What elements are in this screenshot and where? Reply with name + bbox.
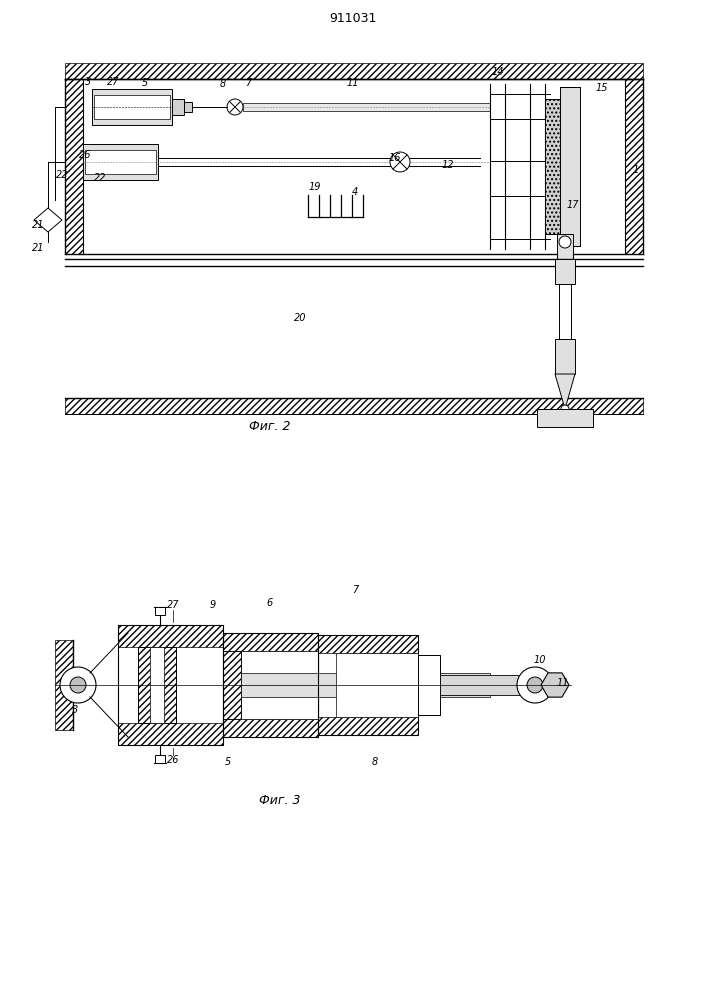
Text: 11: 11 bbox=[556, 678, 569, 688]
Circle shape bbox=[559, 236, 571, 248]
Bar bbox=[55, 640, 73, 730]
Text: 3: 3 bbox=[72, 705, 78, 715]
Bar bbox=[625, 79, 643, 254]
Text: Фиг. 2: Фиг. 2 bbox=[250, 420, 291, 432]
Bar bbox=[555, 339, 575, 374]
Bar bbox=[418, 655, 440, 715]
Bar bbox=[223, 719, 318, 737]
Bar bbox=[118, 625, 223, 745]
Circle shape bbox=[390, 152, 410, 172]
Text: 10: 10 bbox=[534, 655, 547, 665]
Text: 7: 7 bbox=[352, 585, 358, 595]
Text: 22: 22 bbox=[94, 173, 106, 183]
Text: 3: 3 bbox=[85, 77, 91, 87]
Bar bbox=[172, 99, 184, 115]
Bar bbox=[318, 717, 418, 735]
Circle shape bbox=[517, 667, 553, 703]
Bar bbox=[155, 755, 165, 763]
Circle shape bbox=[561, 405, 569, 413]
Text: 6: 6 bbox=[267, 598, 273, 608]
Circle shape bbox=[70, 677, 86, 693]
Bar bbox=[336, 653, 418, 717]
Text: 26: 26 bbox=[167, 755, 180, 765]
Bar bbox=[65, 63, 643, 79]
Polygon shape bbox=[541, 673, 569, 697]
Bar bbox=[223, 633, 318, 737]
Text: 27: 27 bbox=[167, 600, 180, 610]
Bar bbox=[241, 651, 318, 719]
Bar bbox=[545, 99, 563, 234]
Bar bbox=[118, 625, 223, 647]
Bar bbox=[560, 87, 580, 246]
Text: 16: 16 bbox=[389, 153, 402, 163]
Text: 15: 15 bbox=[596, 83, 608, 93]
Text: 11: 11 bbox=[346, 78, 359, 88]
Circle shape bbox=[60, 667, 96, 703]
Bar bbox=[241, 673, 490, 697]
Polygon shape bbox=[34, 208, 62, 232]
Bar bbox=[318, 635, 418, 735]
Text: 5: 5 bbox=[225, 757, 231, 767]
Bar bbox=[65, 398, 643, 414]
Text: 911031: 911031 bbox=[329, 11, 377, 24]
Bar bbox=[555, 259, 575, 284]
Text: 7: 7 bbox=[245, 78, 251, 88]
Text: 1: 1 bbox=[633, 165, 639, 175]
Bar bbox=[418, 655, 440, 673]
Text: 14: 14 bbox=[492, 67, 504, 77]
Circle shape bbox=[227, 99, 243, 115]
Text: 12: 12 bbox=[442, 160, 455, 170]
Text: 19: 19 bbox=[309, 182, 321, 192]
Text: 17: 17 bbox=[567, 200, 579, 210]
Bar bbox=[318, 635, 418, 653]
Text: 26: 26 bbox=[78, 150, 91, 160]
Text: 8: 8 bbox=[372, 757, 378, 767]
Polygon shape bbox=[555, 374, 575, 409]
Text: 8: 8 bbox=[220, 79, 226, 89]
Bar bbox=[118, 723, 223, 745]
Text: 20: 20 bbox=[293, 313, 306, 323]
Bar bbox=[418, 697, 440, 715]
Text: 21: 21 bbox=[32, 243, 45, 253]
Bar bbox=[557, 234, 573, 264]
Bar bbox=[440, 675, 520, 695]
Bar bbox=[243, 103, 490, 111]
Bar bbox=[559, 284, 571, 344]
Bar bbox=[537, 409, 593, 427]
Text: 4: 4 bbox=[352, 187, 358, 197]
Bar bbox=[65, 79, 83, 254]
Bar bbox=[223, 651, 241, 719]
Text: 21: 21 bbox=[32, 220, 45, 230]
Bar bbox=[92, 89, 172, 125]
Bar bbox=[155, 607, 165, 615]
Bar bbox=[94, 95, 170, 119]
Bar bbox=[223, 651, 241, 719]
Bar bbox=[85, 150, 156, 174]
Bar bbox=[83, 144, 158, 180]
Circle shape bbox=[527, 677, 543, 693]
Bar bbox=[150, 647, 164, 723]
Bar bbox=[138, 647, 176, 723]
Text: 27: 27 bbox=[107, 77, 119, 87]
Text: 22: 22 bbox=[56, 170, 69, 180]
Text: Фиг. 3: Фиг. 3 bbox=[259, 794, 300, 806]
Text: 5: 5 bbox=[142, 78, 148, 88]
Bar bbox=[223, 633, 318, 651]
Bar bbox=[138, 647, 176, 723]
Bar bbox=[184, 102, 192, 112]
Text: 9: 9 bbox=[210, 600, 216, 610]
